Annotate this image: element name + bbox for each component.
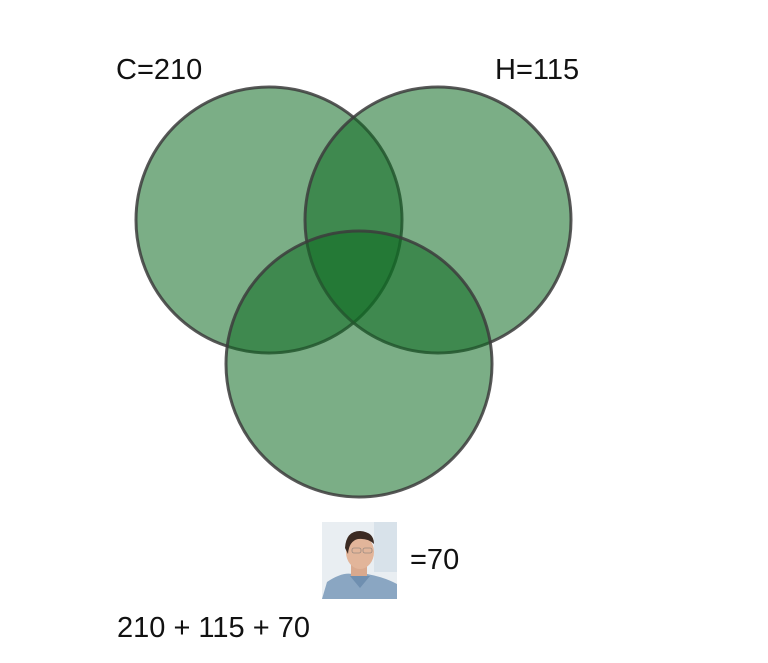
person-photo (322, 522, 397, 599)
circle-third (224, 229, 494, 499)
label-h: H=115 (495, 54, 580, 86)
photo-value-label: =70 (410, 544, 460, 576)
venn-diagram (134, 85, 573, 499)
label-c: C=210 (116, 54, 203, 86)
sum-label: 210 + 115 + 70 (117, 612, 310, 644)
